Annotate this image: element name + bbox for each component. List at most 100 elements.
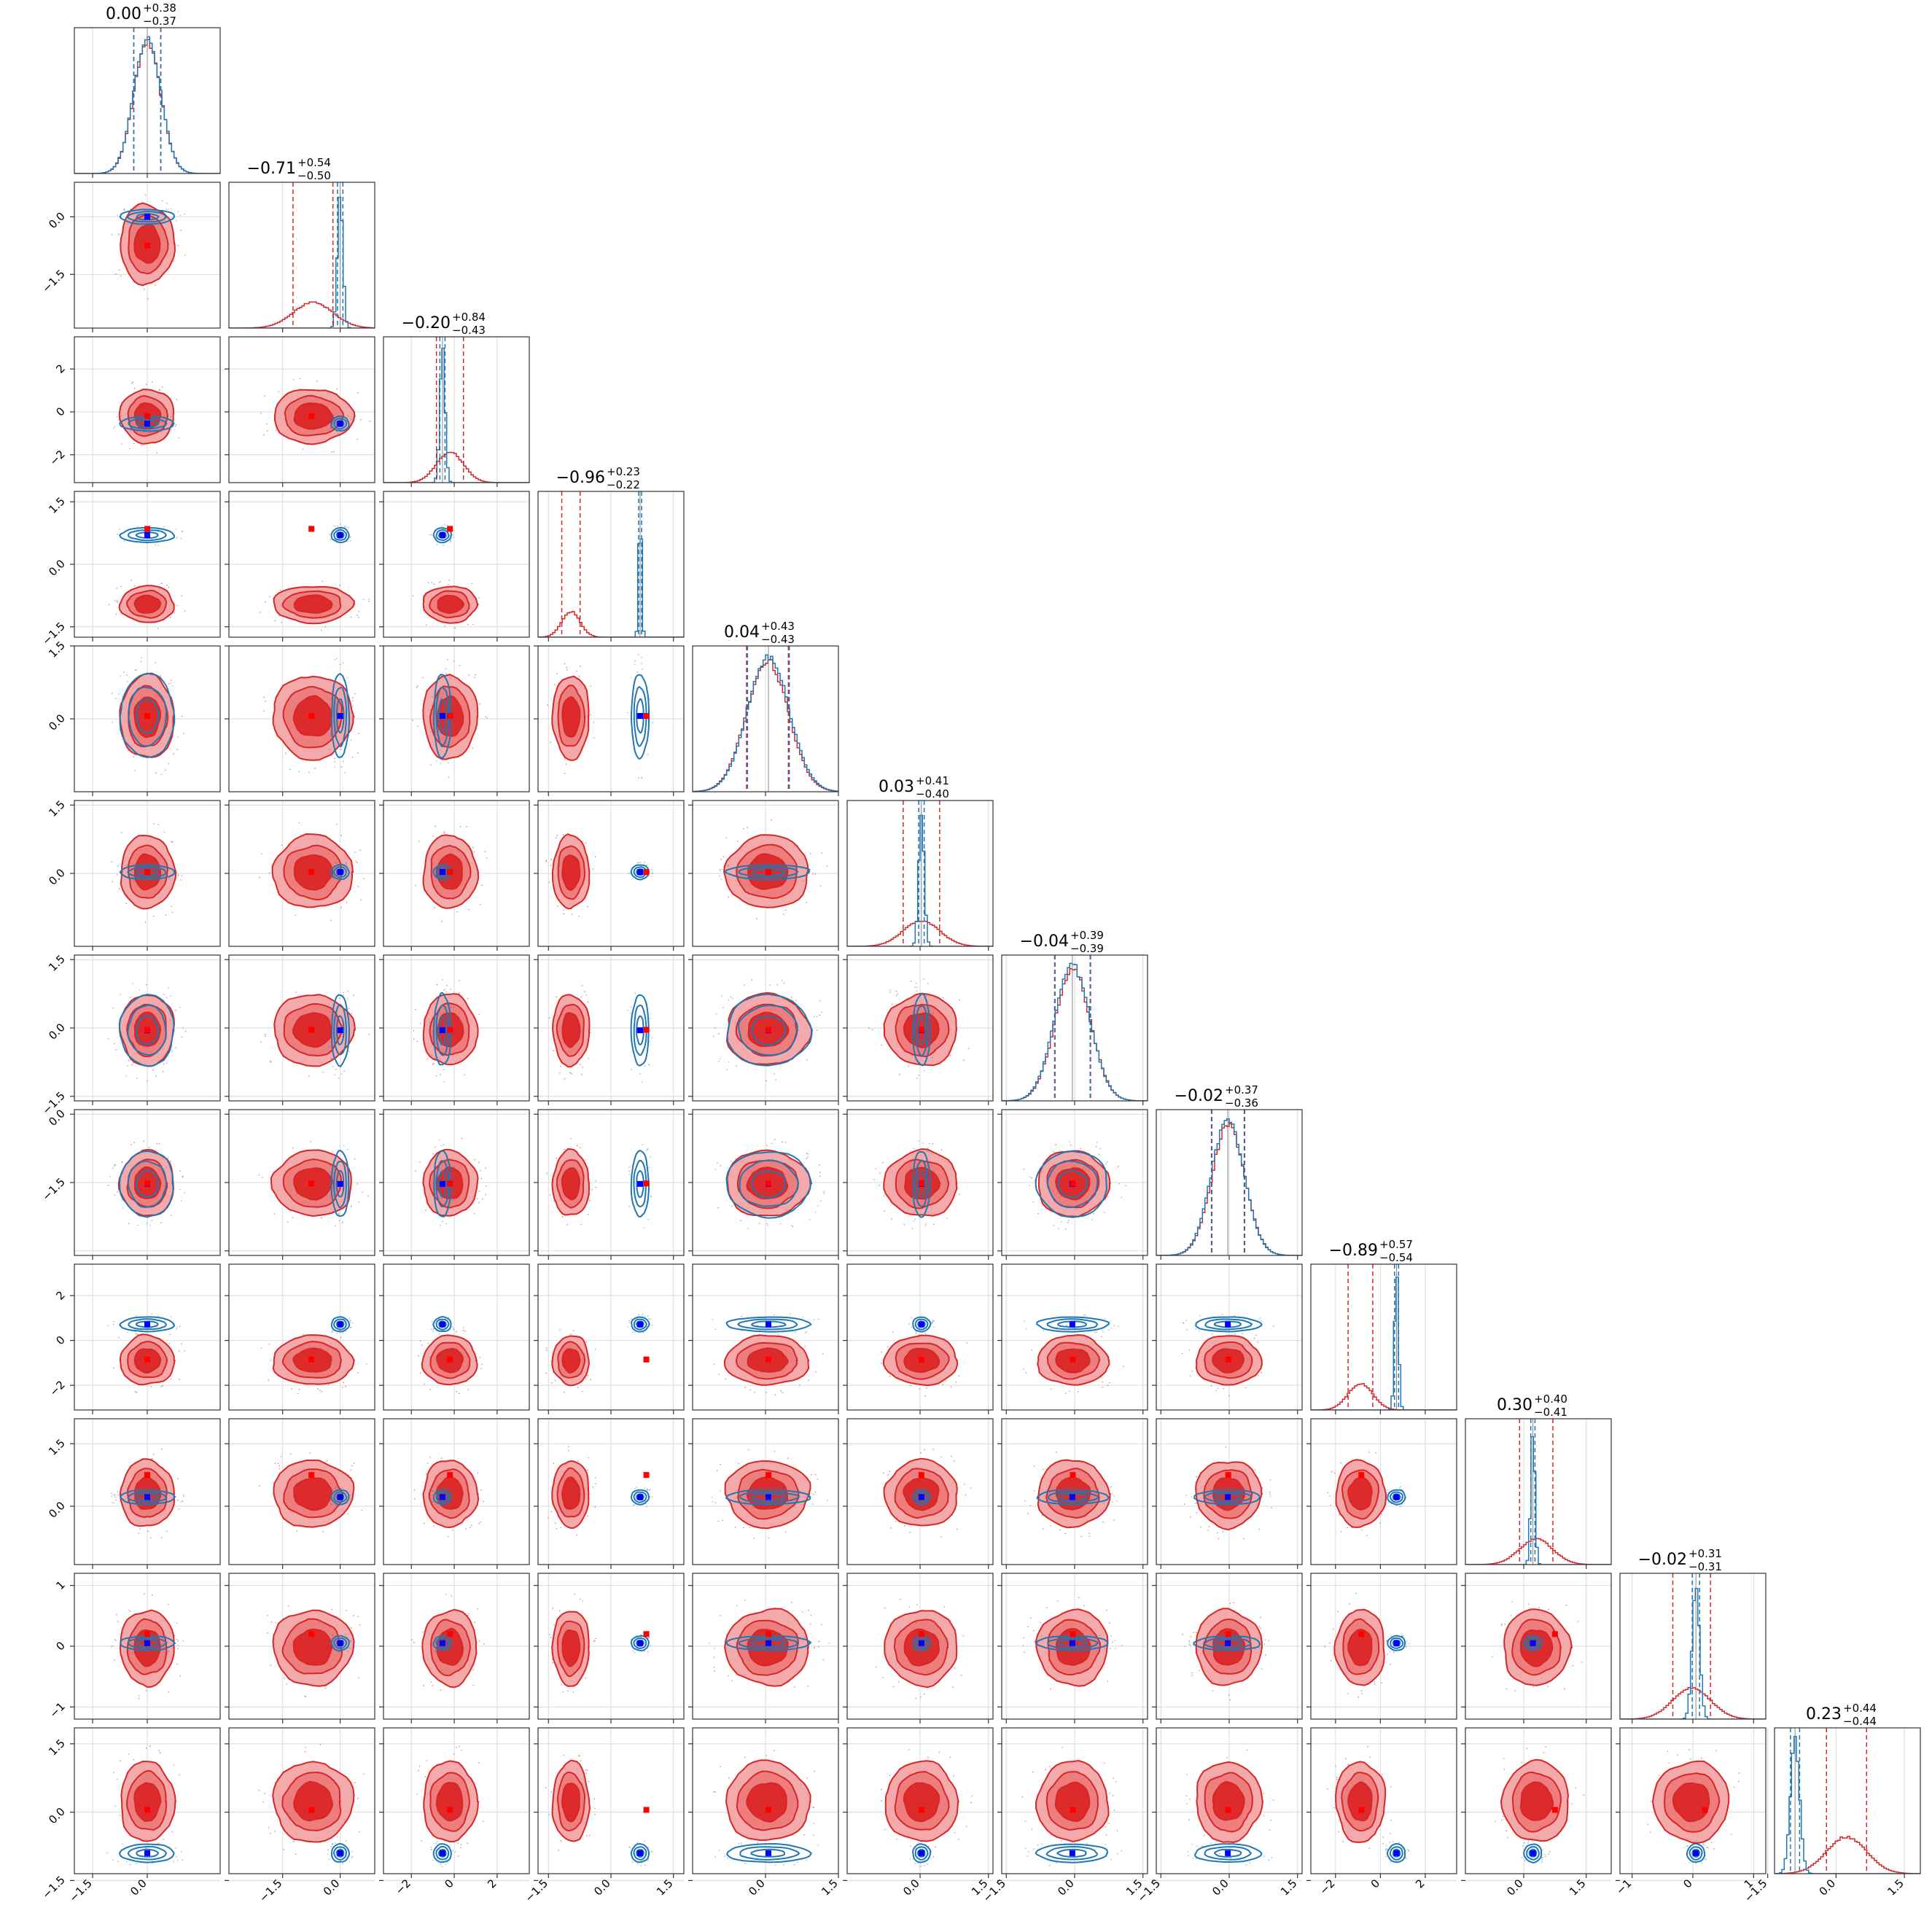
y-tick-label: 2 bbox=[53, 1288, 67, 1302]
red-sample-point bbox=[184, 610, 186, 612]
blue-sample-point bbox=[915, 982, 917, 984]
truth-marker-blue bbox=[918, 1850, 924, 1856]
red-sample-point bbox=[550, 741, 551, 743]
blue-sample-point bbox=[126, 1331, 128, 1333]
blue-sample-point bbox=[117, 214, 118, 216]
red-sample-point bbox=[1330, 1660, 1332, 1662]
blue-sample-point bbox=[170, 995, 172, 997]
red-sample-point bbox=[303, 448, 304, 450]
red-sample-point bbox=[421, 1366, 424, 1368]
blue-sample-point bbox=[327, 1642, 329, 1644]
blue-sample-point bbox=[917, 1842, 919, 1843]
red-sample-point bbox=[143, 1140, 145, 1142]
blue-sample-point bbox=[330, 1196, 331, 1198]
blue-sample-point bbox=[649, 1017, 651, 1019]
red-sample-point bbox=[892, 1331, 894, 1333]
red-sample-point bbox=[553, 1462, 555, 1464]
red-sample-point bbox=[954, 1667, 956, 1669]
blue-contour-0 bbox=[726, 993, 813, 1067]
blue-sample-point bbox=[712, 1500, 714, 1503]
blue-sample-point bbox=[432, 1054, 433, 1056]
blue-contour-2 bbox=[135, 1320, 159, 1328]
red-sample-point bbox=[958, 1375, 960, 1377]
red-sample-point bbox=[757, 1842, 759, 1844]
red-sample-point bbox=[114, 600, 116, 601]
red-sample-point bbox=[592, 1487, 594, 1488]
blue-sample-point bbox=[777, 1333, 779, 1336]
panel-6-0: 1.50.0−1.5 bbox=[39, 952, 221, 1117]
blue-sample-point bbox=[923, 1486, 925, 1488]
red-sample-point bbox=[806, 902, 807, 903]
panel-6-3 bbox=[534, 954, 685, 1105]
red-sample-point bbox=[564, 759, 566, 760]
red-sample-point bbox=[453, 660, 455, 662]
red-sample-point bbox=[121, 443, 122, 445]
red-sample-point bbox=[547, 704, 548, 706]
red-sample-point bbox=[472, 1669, 475, 1671]
panel-9-6 bbox=[997, 1418, 1148, 1569]
blue-sample-point bbox=[651, 1496, 653, 1497]
red-sample-point bbox=[957, 1528, 958, 1530]
blue-contour-2 bbox=[336, 698, 345, 734]
red-sample-point bbox=[367, 1195, 369, 1197]
blue-sample-point bbox=[431, 731, 432, 733]
red-sample-point bbox=[771, 819, 772, 821]
y-tick-label: 0.0 bbox=[46, 712, 68, 733]
red-sample-point bbox=[1667, 1750, 1669, 1753]
red-sample-point bbox=[426, 1462, 429, 1464]
blue-sample-point bbox=[452, 1199, 454, 1201]
red-sample-point bbox=[1335, 1765, 1336, 1767]
red-sample-point bbox=[286, 1683, 288, 1685]
title-plus-6: +0.39 bbox=[1070, 929, 1104, 942]
blue-sample-point bbox=[338, 1486, 340, 1487]
blue-sample-point bbox=[651, 869, 653, 870]
red-sample-point bbox=[1223, 1387, 1225, 1390]
red-sample-point bbox=[919, 1388, 920, 1390]
blue-sample-point bbox=[168, 877, 170, 879]
blue-contour-2 bbox=[1057, 1639, 1088, 1647]
red-sample-point bbox=[793, 1686, 795, 1688]
red-sample-point bbox=[176, 399, 178, 400]
blue-sample-point bbox=[1544, 1640, 1546, 1642]
red-sample-point bbox=[585, 1678, 587, 1679]
truth-marker-blue bbox=[337, 1180, 343, 1187]
red-sample-point bbox=[467, 1389, 470, 1390]
truth-marker-blue bbox=[144, 1494, 150, 1500]
blue-sample-point bbox=[776, 1486, 779, 1488]
red-sample-point bbox=[1676, 1754, 1678, 1756]
red-sample-point bbox=[1331, 1471, 1333, 1473]
red-contour-2 bbox=[293, 1477, 334, 1511]
red-sample-point bbox=[1577, 1620, 1579, 1622]
blue-sample-point bbox=[106, 1852, 109, 1854]
red-sample-point bbox=[754, 1391, 755, 1393]
red-sample-point bbox=[336, 1836, 338, 1838]
truth-marker-blue bbox=[637, 1640, 643, 1646]
blue-sample-point bbox=[329, 1211, 331, 1213]
red-sample-point bbox=[574, 1593, 576, 1595]
red-sample-point bbox=[889, 1471, 891, 1473]
red-sample-point bbox=[747, 827, 748, 828]
blue-sample-point bbox=[634, 992, 636, 994]
red-sample-point bbox=[1243, 1538, 1244, 1540]
title-median-5: 0.03 bbox=[879, 778, 914, 796]
x-tick-label: 0 bbox=[1368, 1877, 1382, 1890]
red-sample-point bbox=[148, 1147, 150, 1148]
blue-sample-point bbox=[336, 1504, 338, 1506]
panel-10-1 bbox=[225, 1573, 375, 1723]
blue-contour-0 bbox=[119, 994, 175, 1067]
blue-contour-1 bbox=[333, 1637, 348, 1650]
blue-sample-point bbox=[184, 213, 185, 215]
blue-sample-point bbox=[160, 430, 163, 432]
blue-sample-point bbox=[348, 1317, 351, 1319]
blue-sample-point bbox=[909, 1858, 911, 1860]
red-sample-point bbox=[1228, 1395, 1230, 1397]
blue-sample-point bbox=[650, 1156, 652, 1158]
red-sample-point bbox=[881, 1044, 882, 1046]
blue-sample-point bbox=[175, 1855, 177, 1858]
blue-sample-point bbox=[922, 1142, 924, 1144]
red-sample-point bbox=[331, 1608, 333, 1610]
red-sample-point bbox=[1189, 1516, 1191, 1518]
red-sample-point bbox=[414, 885, 416, 887]
red-sample-point bbox=[1053, 1151, 1055, 1153]
blue-sample-point bbox=[348, 1008, 350, 1010]
